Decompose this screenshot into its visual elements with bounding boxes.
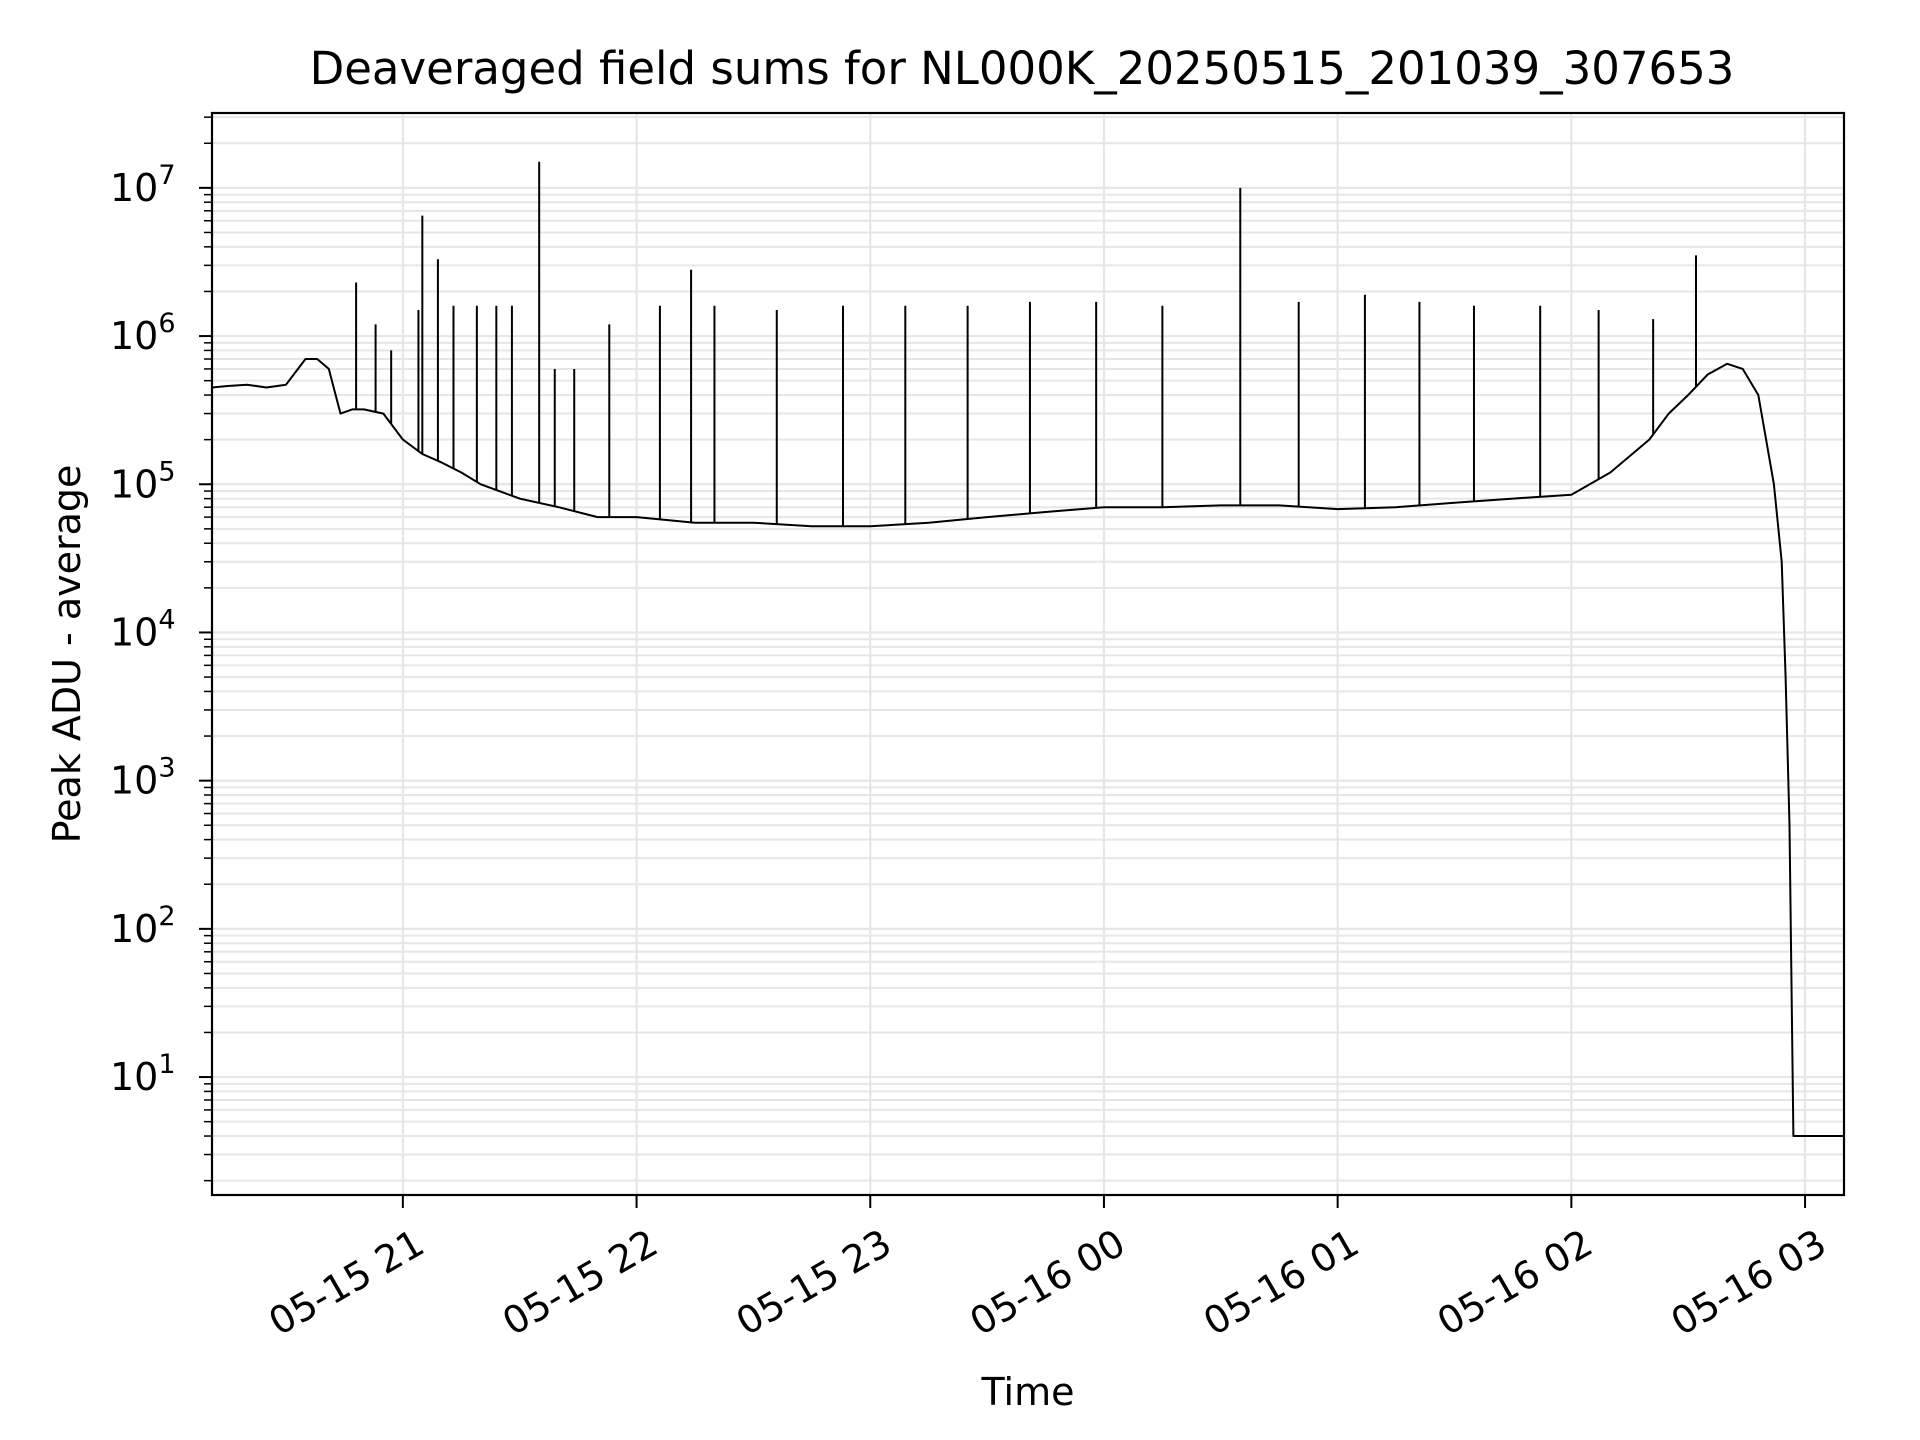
y-axis-ticks: 101 102 103 104 105 106 107 (110, 116, 212, 1182)
chart-title: Deaveraged field sums for NL000K_2025051… (310, 42, 1735, 95)
series-line (211, 358, 1844, 1137)
y-tick-label: 105 (110, 456, 176, 506)
plot-frame (210, 111, 1846, 1197)
y-tick-label: 101 (110, 1049, 176, 1099)
y-axis-label: Peak ADU - average (45, 465, 89, 844)
y-tick-label: 103 (110, 753, 176, 803)
y-tick-label: 104 (110, 604, 176, 654)
grid-major (212, 113, 1844, 1195)
y-tick-label: 102 (110, 901, 176, 951)
plot-lines (211, 161, 1844, 1137)
x-axis-label: Time (981, 1370, 1075, 1414)
y-tick-label: 107 (110, 160, 176, 210)
y-tick-label: 106 (110, 308, 176, 358)
